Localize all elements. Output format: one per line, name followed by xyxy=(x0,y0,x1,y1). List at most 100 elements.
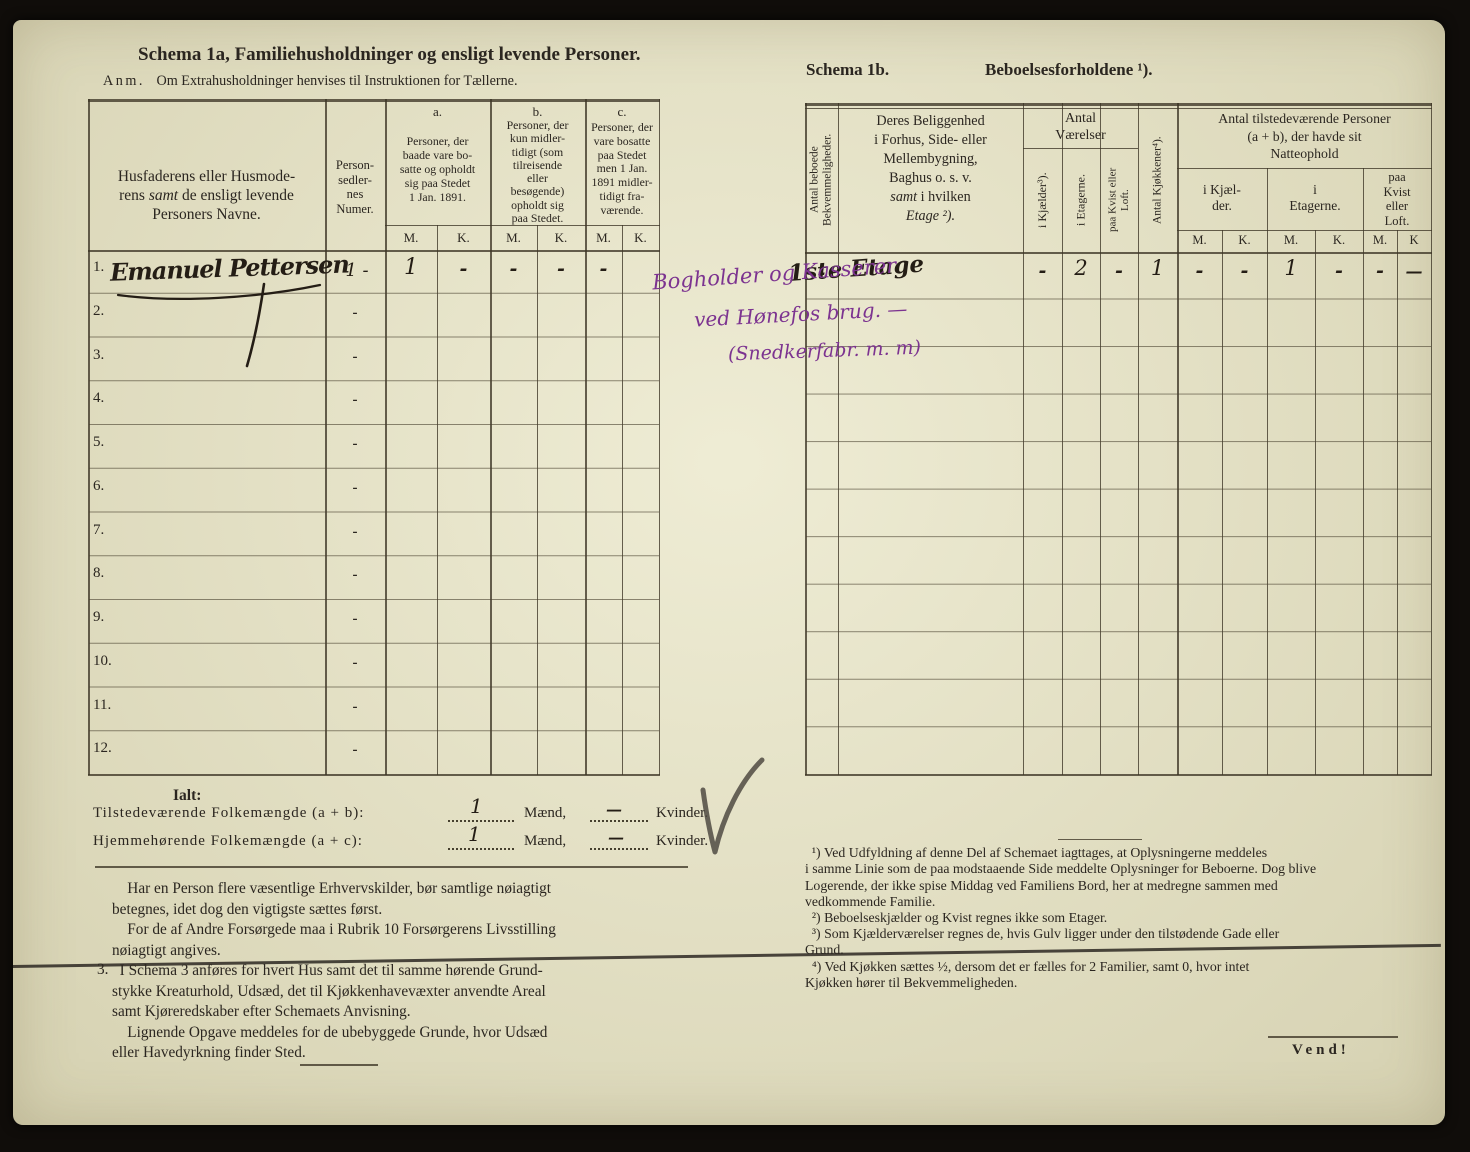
seddel-dash: - xyxy=(352,699,358,715)
vaerelser-group-header: Antal Værelser xyxy=(1055,111,1106,143)
entry-a-k: - xyxy=(459,258,468,280)
beliggenhed-header-lines: Deres Beliggenhed i Forhus, Side- eller … xyxy=(874,113,987,186)
vaerelser-etagerne-header: i Etagerne. xyxy=(1073,174,1088,226)
vend-label: Vend! xyxy=(1292,1042,1350,1058)
col-b-k-label: K. xyxy=(554,230,568,245)
entry-vaerelser-kvist: - xyxy=(1115,260,1123,282)
schema1a-anm: Anm. Om Extrahusholdninger henvises til … xyxy=(103,73,518,90)
signature-flourish xyxy=(116,282,322,368)
dotted-blank xyxy=(448,804,514,822)
footer-item3-marker: 3. xyxy=(97,961,109,978)
seddel-dash: - xyxy=(352,305,358,321)
seddel-dash: - xyxy=(352,524,358,540)
footer-end-divider xyxy=(300,1064,378,1066)
col-c-letter: c. xyxy=(617,104,627,119)
footnote-1: ¹) Ved Udfyldning af denne Del af Schema… xyxy=(805,845,1317,909)
beliggenhed-rest: i hvilken xyxy=(917,189,971,205)
row-number: 12. xyxy=(93,740,112,756)
seddel-dash: - xyxy=(352,349,358,365)
summary-maend-value1: 1 xyxy=(470,794,483,818)
kjokkener-column-header: Antal Kjøkkener⁴). xyxy=(1151,136,1164,224)
grid-line xyxy=(805,103,807,775)
summary-maend-label2: Mænd, xyxy=(524,833,567,849)
ne-k-label: K. xyxy=(1332,233,1346,247)
row-separator-lines xyxy=(89,250,659,772)
ialt-label: Ialt: xyxy=(173,787,202,804)
nkv-k-label: K xyxy=(1409,233,1419,247)
summary-line1-label: Tilstedeværende Folkemængde (a + b): xyxy=(93,805,365,821)
anm-text: Om Extrahusholdninger henvises til Instr… xyxy=(156,73,518,89)
entry-natteophold-kjaelder-k: - xyxy=(1240,260,1249,282)
entry-vaerelser-kjaelder: - xyxy=(1038,260,1047,282)
beliggenhed-samt: samt xyxy=(890,189,918,205)
seddel-dash: - xyxy=(352,567,358,583)
col-c-header: Personer, der vare bosatte paa Stedet me… xyxy=(591,120,653,217)
footnote-2: ²) Beboelseskjælder og Kvist regnes ikke… xyxy=(805,910,1108,925)
summary-divider xyxy=(95,866,688,868)
seddel-entry: 1 - xyxy=(345,260,369,281)
vend-line xyxy=(1268,1036,1398,1038)
grid-line xyxy=(805,103,1432,106)
col-a-k-label: K. xyxy=(457,230,470,245)
natteophold-kvist-header: paa Kvist eller Loft. xyxy=(1383,170,1411,228)
entry-natteophold-etagerne-m: 1 xyxy=(1284,256,1298,280)
grid-line xyxy=(1430,103,1432,775)
col-a-m-label: M. xyxy=(403,230,419,245)
entry-vaerelser-etagerne: 2 xyxy=(1074,256,1088,280)
entry-natteophold-kjaelder-m: - xyxy=(1195,260,1204,282)
entry-b-k: - xyxy=(557,258,565,280)
col-c-m-label: M. xyxy=(596,230,611,245)
beliggenhed-column-header: Deres Beliggenhed i Forhus, Side- eller … xyxy=(839,112,1022,226)
footer-paragraph-1: Har en Person flere væsentlige Erhvervsk… xyxy=(112,880,556,959)
pencil-checkmark xyxy=(700,757,765,855)
row-number: 7. xyxy=(93,522,105,538)
summary-kvinder-label2: Kvinder. xyxy=(656,833,709,849)
row-number: 5. xyxy=(93,434,105,450)
anm-label: Anm. xyxy=(103,73,145,89)
natteophold-group-header: Antal tilstedeværende Personer (a + b), … xyxy=(1218,111,1391,161)
grid-line xyxy=(88,99,660,102)
seddel-dash: - xyxy=(352,611,358,627)
schema1b-label: Schema 1b. xyxy=(806,60,890,79)
col-b-header: Personer, der kun midler- tidigt (som ti… xyxy=(506,118,569,226)
summary-kvinder-value1: — xyxy=(606,800,622,819)
nk-m-label: M. xyxy=(1192,233,1207,247)
row-number: 1. xyxy=(93,259,105,275)
col-b-letter: b. xyxy=(532,104,543,119)
entry-bekvem: - xyxy=(817,262,826,284)
grid-line xyxy=(658,99,660,775)
sedlernummer-column-header: Person- sedler- nes Numer. xyxy=(335,158,375,216)
grid-line xyxy=(1177,230,1432,231)
grid-line xyxy=(88,774,660,776)
bekvemmeligheder-column-header: Antal beboede Bekvemmeligheder. xyxy=(808,133,834,227)
beliggenhed-header-samt-line: samt i hvilken xyxy=(839,188,1022,207)
name-header-samt: samt xyxy=(148,187,179,204)
row-number: 6. xyxy=(93,478,105,494)
name-header-part: de ensligt levende Personers Navne. xyxy=(152,187,294,223)
summary-line2-label: Hjemmehørende Folkemængde (a + c): xyxy=(93,833,363,849)
row-number: 2. xyxy=(93,303,105,319)
natteophold-kjaelder-header: i Kjæl- der. xyxy=(1203,182,1241,213)
summary-maend-value2: 1 xyxy=(468,822,481,846)
vaerelser-kvist-header: paa Kvist eller Loft. xyxy=(1106,167,1132,233)
col-b-m-label: M. xyxy=(506,230,521,245)
summary-kvinder-label1: Kvinder. xyxy=(656,805,709,821)
entry-b-m: - xyxy=(509,258,518,280)
vaerelser-kjaelder-header: i Kjælder³). xyxy=(1035,172,1049,228)
seddel-dash: - xyxy=(352,742,358,758)
schema1a-title: Schema 1a, Familiehusholdninger og ensli… xyxy=(138,44,641,65)
row-number: 8. xyxy=(93,565,105,581)
footer-paragraph-3: I Schema 3 anføres for hvert Hus samt de… xyxy=(112,962,548,1061)
dotted-blank xyxy=(590,804,648,822)
schema1b-title: Beboelsesforholdene ¹). xyxy=(985,60,1153,79)
seddel-dash: - xyxy=(352,392,358,408)
name-column-header: Husfaderens eller Husmode- rens samt de … xyxy=(90,148,323,224)
natteophold-etagerne-header: i Etagerne. xyxy=(1289,182,1341,213)
beliggenhed-etage: Etage ²). xyxy=(905,208,956,224)
entry-natteophold-etagerne-k: - xyxy=(1335,260,1343,282)
grid-line xyxy=(1023,148,1138,149)
grid-line xyxy=(1177,168,1432,169)
grid-line xyxy=(805,774,1432,776)
col-c-k-label: K. xyxy=(634,230,647,245)
entry-natteophold-kvist-k: — xyxy=(1405,262,1423,282)
